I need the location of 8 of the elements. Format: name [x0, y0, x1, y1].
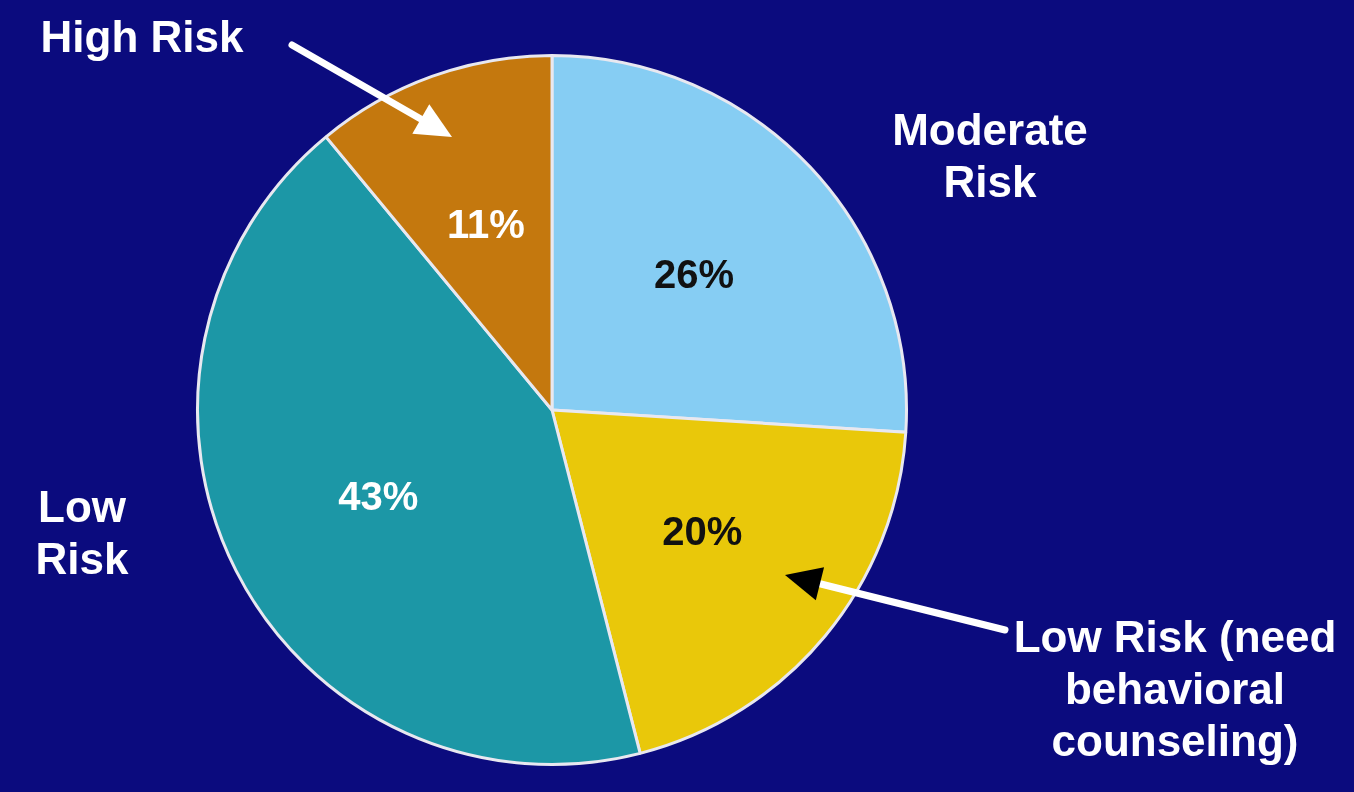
slice-label: Moderate Risk	[892, 105, 1088, 206]
data-label: 43%	[338, 473, 419, 518]
slice-label: High Risk	[40, 12, 244, 61]
slice-label: Low Risk (need behavioral counseling)	[1013, 612, 1337, 765]
data-label: 20%	[662, 509, 743, 554]
data-label: 11%	[447, 201, 525, 246]
data-label: 26%	[654, 251, 735, 296]
slice-label: Low Risk	[35, 482, 129, 583]
